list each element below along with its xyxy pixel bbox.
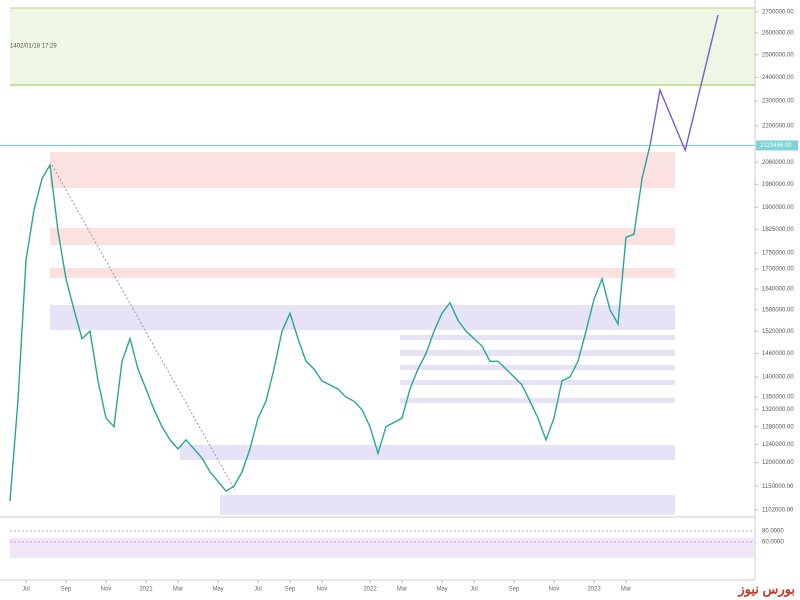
x-tick-label: Nov	[317, 587, 328, 593]
x-tick-label: Mar	[621, 587, 631, 593]
support-zone	[180, 445, 675, 460]
y-tick-label: 2400000.00	[762, 75, 794, 81]
y-tick-label: 1400000.00	[762, 375, 794, 381]
rsi-band	[10, 538, 755, 558]
y-tick-label: 1102000.00	[762, 508, 794, 514]
x-tick-label: Nov	[101, 587, 112, 593]
x-tick-label: Jul	[470, 587, 478, 593]
x-tick-label: Jul	[22, 587, 30, 593]
x-tick-label: 2023	[587, 587, 601, 593]
y-tick-label: 1980000.00	[762, 182, 794, 188]
x-tick-label: Mar	[397, 587, 407, 593]
support-zone	[400, 365, 675, 370]
y-tick-label: 1900000.00	[762, 205, 794, 211]
y-tick-label: 2500000.00	[762, 52, 794, 58]
x-tick-label: Nov	[549, 587, 560, 593]
support-zone	[400, 335, 675, 340]
y-tick-label: 1460000.00	[762, 351, 794, 357]
x-tick-label: Mar	[173, 587, 183, 593]
support-zone	[400, 398, 675, 403]
timestamp: 1402/01/18 17:29	[10, 44, 57, 50]
watermark: بورس نیوز	[737, 581, 795, 597]
rsi-tick-label: 60.0000	[762, 540, 784, 546]
y-tick-label: 2600000.00	[762, 31, 794, 37]
current-price-label: 2123466.00	[760, 143, 792, 149]
price-line	[9, 145, 651, 501]
y-tick-label: 1520000.00	[762, 329, 794, 335]
y-tick-label: 1200000.00	[762, 460, 794, 466]
y-tick-label: 1580000.00	[762, 307, 794, 313]
x-tick-label: May	[212, 587, 223, 593]
x-tick-label: Sep	[61, 587, 72, 593]
x-tick-label: May	[436, 587, 447, 593]
projection-line	[649, 14, 719, 153]
y-tick-label: 2060000.00	[762, 160, 794, 166]
current-price-box	[756, 140, 798, 151]
x-tick-label: Sep	[509, 587, 520, 593]
x-tick-label: 2022	[363, 587, 377, 593]
resistance-zone	[50, 228, 675, 245]
y-tick-label: 1280000.00	[762, 424, 794, 430]
y-tick-label: 1700000.00	[762, 267, 794, 273]
x-tick-label: Sep	[285, 587, 296, 593]
y-tick-label: 1350000.00	[762, 395, 794, 401]
y-tick-label: 1640000.00	[762, 287, 794, 293]
resistance-zone	[50, 152, 675, 188]
y-tick-label: 1825000.00	[762, 227, 794, 233]
y-tick-label: 2300000.00	[762, 99, 794, 105]
y-tick-label: 1240000.00	[762, 442, 794, 448]
rsi-tick-label: 80.0000	[762, 529, 784, 535]
x-tick-label: Jul	[254, 587, 262, 593]
x-tick-label: 2021	[139, 587, 153, 593]
y-tick-label: 1750000.00	[762, 251, 794, 257]
y-tick-label: 1150000.00	[762, 484, 794, 490]
y-tick-label: 1320000.00	[762, 407, 794, 413]
support-zone	[400, 380, 675, 385]
y-tick-label: 2200000.00	[762, 123, 794, 129]
support-zone	[50, 305, 675, 330]
support-zone	[220, 495, 675, 515]
support-zone	[400, 350, 675, 356]
target-zone	[10, 8, 755, 85]
resistance-zone	[50, 268, 675, 278]
y-tick-label: 2700000.00	[762, 10, 794, 16]
